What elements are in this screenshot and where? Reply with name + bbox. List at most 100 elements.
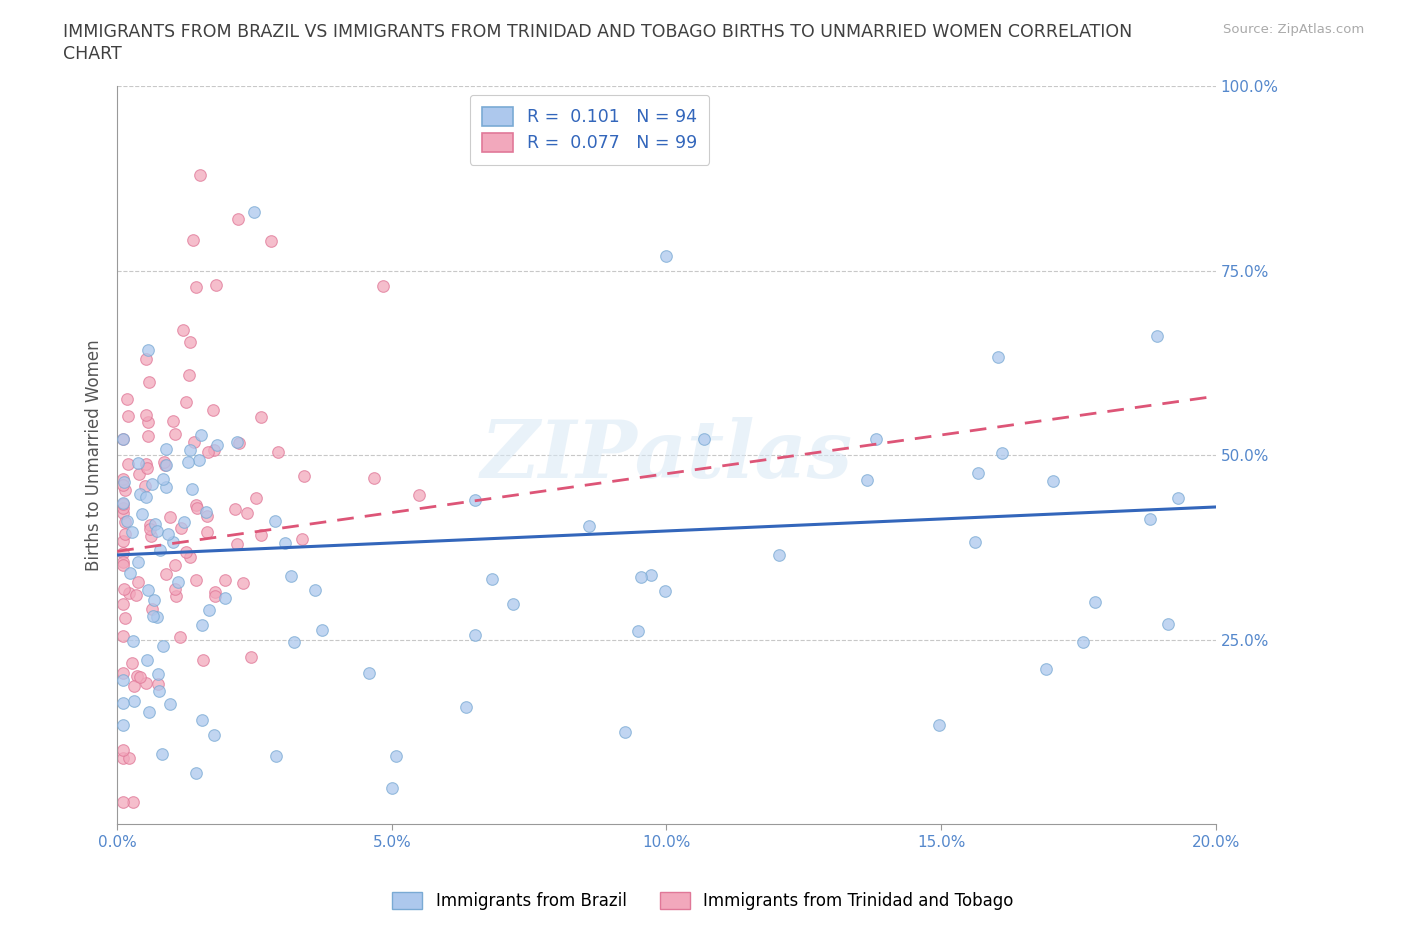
Point xyxy=(112,474,135,489)
Point xyxy=(150,747,173,762)
Point xyxy=(357,665,380,680)
Point xyxy=(260,233,283,248)
Point xyxy=(127,575,149,590)
Point xyxy=(111,672,134,687)
Point xyxy=(481,572,503,587)
Point xyxy=(363,471,385,485)
Point xyxy=(111,597,134,612)
Point xyxy=(928,718,950,733)
Point xyxy=(311,623,333,638)
Point xyxy=(142,592,165,607)
Point xyxy=(181,232,204,247)
Point xyxy=(236,505,259,520)
Point xyxy=(166,575,188,590)
Point xyxy=(163,426,186,441)
Point xyxy=(148,684,170,698)
Point xyxy=(197,445,219,459)
Point xyxy=(111,554,134,569)
Point xyxy=(204,584,226,599)
Point xyxy=(111,557,134,572)
Point xyxy=(162,535,184,550)
Point xyxy=(768,548,790,563)
Point xyxy=(111,545,134,560)
Point xyxy=(856,472,879,487)
Point xyxy=(127,456,149,471)
Point xyxy=(186,279,208,294)
Point xyxy=(146,610,169,625)
Point xyxy=(124,588,146,603)
Point xyxy=(243,205,266,219)
Legend: R =  0.101   N = 94, R =  0.077   N = 99: R = 0.101 N = 94, R = 0.077 N = 99 xyxy=(470,95,710,165)
Point xyxy=(149,543,172,558)
Point xyxy=(181,482,204,497)
Point xyxy=(1035,661,1057,676)
Point xyxy=(190,712,212,727)
Point xyxy=(963,535,986,550)
Point xyxy=(111,432,134,446)
Point xyxy=(114,611,136,626)
Point xyxy=(627,624,650,639)
Point xyxy=(197,603,219,618)
Point xyxy=(197,509,219,524)
Point xyxy=(195,504,218,519)
Point xyxy=(204,589,226,604)
Point xyxy=(184,766,207,781)
Text: ZIPatlas: ZIPatlas xyxy=(481,417,852,494)
Point xyxy=(138,375,160,390)
Text: CHART: CHART xyxy=(63,45,122,62)
Point xyxy=(138,415,160,430)
Point xyxy=(153,458,176,472)
Point xyxy=(134,478,156,493)
Point xyxy=(118,751,141,765)
Legend: Immigrants from Brazil, Immigrants from Trinidad and Tobago: Immigrants from Brazil, Immigrants from … xyxy=(385,885,1021,917)
Point xyxy=(139,517,162,532)
Point xyxy=(153,455,176,470)
Point xyxy=(991,445,1014,460)
Point xyxy=(179,549,201,564)
Point xyxy=(250,410,273,425)
Point xyxy=(184,498,207,512)
Point xyxy=(155,458,177,472)
Point xyxy=(195,525,218,539)
Point xyxy=(115,392,138,406)
Point xyxy=(122,633,145,648)
Point xyxy=(111,742,134,757)
Point xyxy=(111,496,134,511)
Point xyxy=(117,409,139,424)
Point xyxy=(640,567,662,582)
Point xyxy=(226,537,249,551)
Point xyxy=(1157,617,1180,631)
Point xyxy=(127,554,149,569)
Point xyxy=(169,630,191,644)
Point xyxy=(371,279,394,294)
Point xyxy=(111,432,134,446)
Point xyxy=(226,434,249,449)
Point xyxy=(186,500,208,515)
Point xyxy=(141,477,163,492)
Point xyxy=(173,514,195,529)
Point xyxy=(111,717,134,732)
Point xyxy=(152,472,174,486)
Point xyxy=(165,581,187,596)
Point xyxy=(111,695,134,710)
Point xyxy=(280,568,302,583)
Point xyxy=(135,675,157,690)
Point xyxy=(202,727,225,742)
Point xyxy=(1071,634,1094,649)
Point xyxy=(179,334,201,349)
Point xyxy=(155,479,177,494)
Point xyxy=(245,491,267,506)
Point xyxy=(179,442,201,457)
Point xyxy=(385,749,408,764)
Point xyxy=(111,505,134,520)
Point xyxy=(578,519,600,534)
Point xyxy=(111,629,134,644)
Point xyxy=(111,665,134,680)
Point xyxy=(183,434,205,449)
Point xyxy=(115,513,138,528)
Point xyxy=(502,597,524,612)
Point xyxy=(967,466,990,481)
Point xyxy=(146,524,169,538)
Point xyxy=(135,490,157,505)
Point xyxy=(157,526,180,541)
